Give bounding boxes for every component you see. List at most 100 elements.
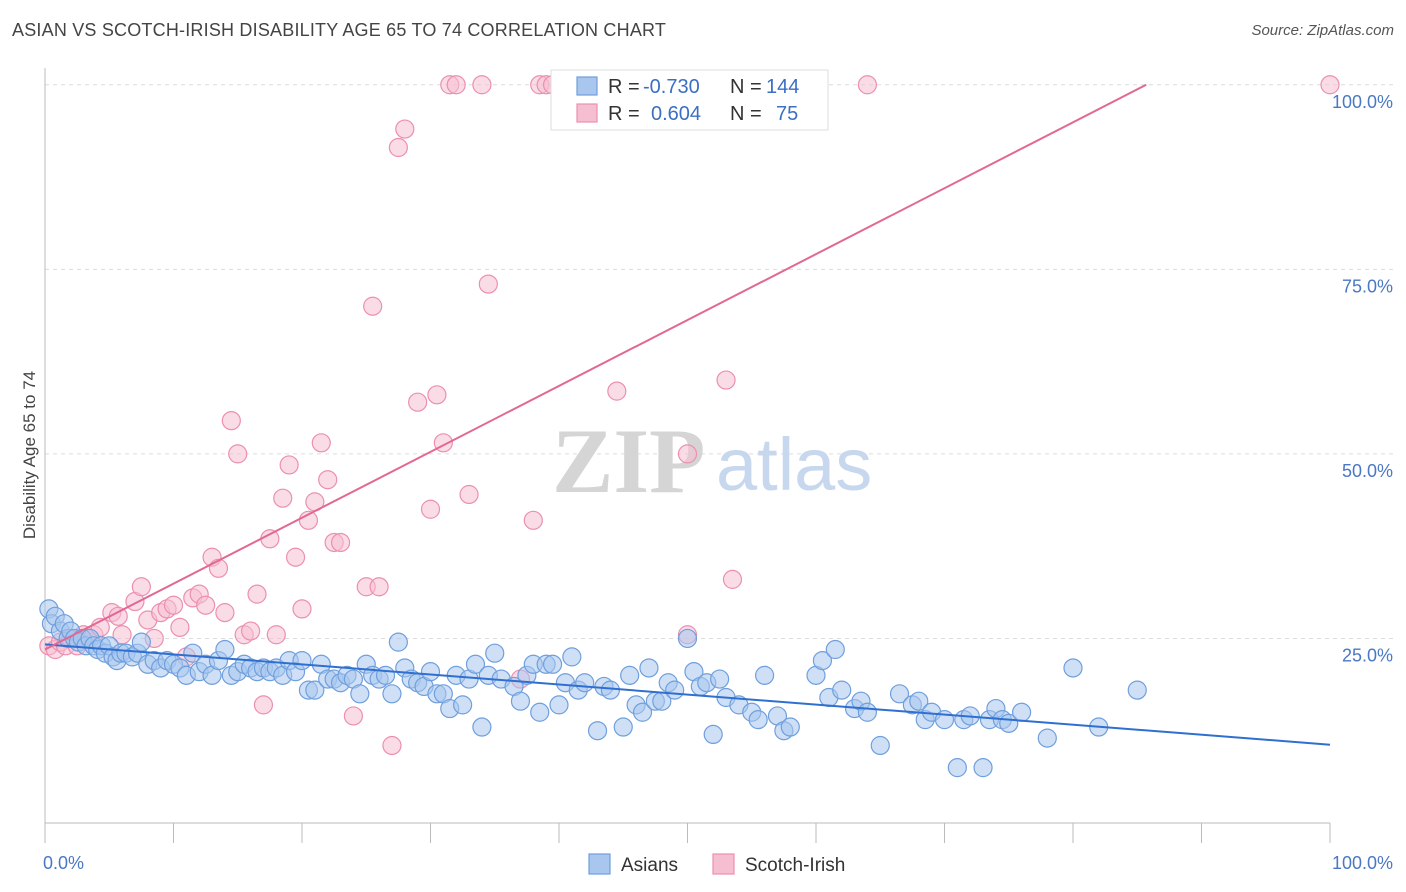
watermark: ZIP atlas (552, 410, 872, 512)
asians-point-23 (131, 632, 151, 652)
scotch-irish-point-31 (241, 621, 261, 641)
trend-lines (44, 83, 1331, 746)
scotch-irish-point-70 (677, 444, 698, 464)
scotch-irish-point-26 (208, 558, 229, 578)
asians-point-125 (857, 702, 878, 722)
y-axis-title: Disability Age 65 to 74 (20, 371, 39, 539)
asians-point-96 (620, 665, 640, 685)
scotch-irish-point-36 (273, 488, 293, 508)
scotch-irish-point-27 (215, 603, 235, 623)
legend-n-value-asians: 144 (766, 76, 799, 98)
asians-point-143 (1063, 658, 1083, 678)
asians-point-78 (485, 643, 505, 663)
asians-point-136 (973, 758, 993, 778)
asians-point-86 (542, 654, 563, 674)
asians-point-99 (639, 658, 659, 678)
y-tick-label-1: 50.0% (1342, 461, 1393, 481)
legend-n-label-scotch-irish: N = (730, 103, 762, 125)
scotch-irish-point-35 (266, 625, 286, 645)
asians-point-68 (420, 662, 441, 682)
asians-points (39, 599, 1147, 778)
asians-point-129 (909, 691, 929, 711)
scotch-irish-point-49 (369, 577, 389, 597)
asians-point-75 (465, 654, 486, 674)
asians-point-126 (870, 735, 890, 756)
scotch-irish-point-51 (388, 137, 408, 158)
series-legend: Asians Scotch-Irish (588, 853, 845, 876)
legend-r-value-scotch-irish: 0.604 (651, 103, 701, 125)
asians-point-36 (215, 639, 235, 660)
asians-point-48 (292, 650, 312, 671)
asians-point-121 (825, 639, 845, 660)
legend-swatch-asians (576, 76, 598, 96)
scotch-irish-point-42 (311, 433, 331, 453)
scotch-irish-point-54 (420, 499, 441, 519)
scotch-irish-point-46 (343, 706, 363, 726)
scotch-irish-point-38 (285, 547, 306, 567)
series-legend-label-scotch-irish: Scotch-Irish (745, 855, 845, 876)
asians-point-104 (677, 628, 698, 649)
y-tick-labels: 25.0% 50.0% 75.0% 100.0% (1332, 92, 1393, 666)
asians-point-50 (305, 680, 325, 700)
asians-point-98 (632, 702, 653, 722)
asians-point-61 (375, 665, 396, 685)
legend-r-label-asians: R = (608, 76, 640, 98)
chart-title: ASIAN VS SCOTCH-IRISH DISABILITY AGE 65 … (12, 20, 667, 40)
scotch-irish-point-29 (228, 444, 248, 464)
asians-point-141 (1011, 702, 1032, 722)
scotch-irish-point-33 (253, 695, 274, 715)
scotch-irish-point-73 (857, 75, 878, 95)
scotch-irish-point-68 (607, 381, 627, 401)
asians-point-62 (382, 684, 402, 704)
asians-point-84 (530, 702, 550, 722)
asians-point-119 (812, 650, 833, 671)
asians-point-87 (549, 695, 569, 715)
asians-point-91 (575, 673, 595, 693)
y-tick-label-0: 25.0% (1342, 645, 1393, 665)
scotch-irish-point-59 (459, 484, 479, 505)
asians-point-108 (703, 724, 723, 745)
scotch-irish-point-24 (196, 595, 216, 615)
asians-point-122 (832, 680, 852, 700)
gridlines (45, 84, 1395, 639)
asians-trend-line (44, 643, 1331, 746)
watermark-zip: ZIP (552, 410, 705, 512)
scotch-irish-point-53 (408, 392, 428, 412)
x-tick-label-0: 0.0% (43, 853, 84, 873)
scotch-irish-point-20 (170, 617, 190, 637)
series-legend-swatch-asians (588, 853, 611, 875)
scotch-irish-point-43 (318, 470, 338, 490)
stats-legend: R = -0.730 N = 144 R = 0.604 N = 75 (550, 69, 829, 131)
y-tick-label-2: 75.0% (1342, 276, 1393, 296)
asians-point-133 (947, 758, 967, 778)
scotch-irish-point-58 (446, 75, 466, 95)
scotch-irish-point-61 (478, 274, 498, 294)
scotch-irish-point-74 (1320, 75, 1340, 95)
y-tick-label-3: 100.0% (1332, 92, 1393, 112)
asians-point-117 (780, 717, 800, 737)
scotch-irish-point-71 (716, 370, 736, 390)
asians-point-89 (562, 647, 582, 667)
scotch-irish-point-14 (131, 577, 151, 597)
scotch-irish-points (39, 75, 1340, 756)
scotch-irish-point-39 (292, 599, 312, 619)
scotch-irish-point-72 (722, 569, 743, 589)
legend-r-value-asians: -0.730 (643, 76, 700, 98)
scotch-irish-point-48 (363, 296, 383, 316)
watermark-atlas: atlas (716, 423, 872, 506)
asians-point-114 (754, 665, 775, 685)
series-legend-label-asians: Asians (621, 855, 678, 876)
asians-point-142 (1037, 728, 1057, 748)
legend-n-label-asians: N = (730, 76, 762, 98)
scotch-irish-point-45 (330, 532, 351, 553)
legend-swatch-scotch-irish (576, 103, 598, 123)
scotch-irish-trend-line (44, 83, 1147, 651)
series-legend-swatch-scotch-irish (712, 853, 735, 875)
scotch-irish-point-32 (247, 584, 267, 604)
scotch-irish-point-28 (221, 411, 241, 431)
asians-point-92 (587, 721, 608, 741)
asians-point-127 (889, 684, 910, 704)
scotch-irish-point-34 (260, 529, 280, 549)
scotch-irish-point-60 (472, 75, 492, 95)
